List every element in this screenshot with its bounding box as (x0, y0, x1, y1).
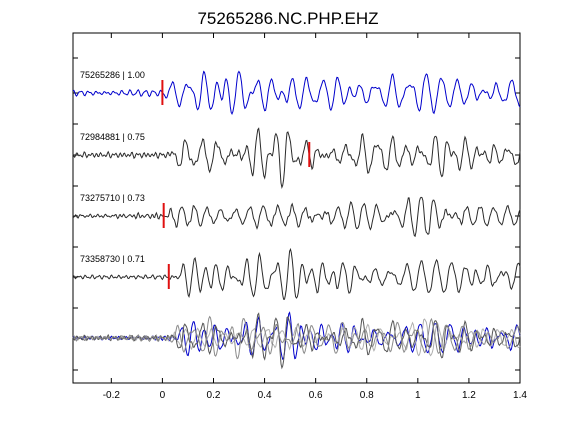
x-axis: -0.2 0 0.2 0.4 0.6 0.8 1 1.2 1.4 (103, 33, 527, 401)
trace-label: 72984881 | 0.75 (80, 132, 145, 142)
x-tick-label: 0.2 (207, 390, 221, 401)
x-tick-label: -0.2 (103, 390, 121, 401)
trace-line (72, 127, 521, 189)
waveform-traces (72, 70, 521, 300)
x-tick-label: 1 (415, 390, 421, 401)
trace-line (72, 247, 521, 300)
x-tick-label: 0.6 (309, 390, 323, 401)
chart-title: 75265286.NC.PHP.EHZ (197, 9, 378, 28)
y-tick-marks (73, 57, 520, 371)
trace-line (72, 70, 521, 116)
x-tick-label: 1.4 (513, 390, 527, 401)
stack-trace-line (72, 315, 521, 360)
x-tick-label: 0.4 (258, 390, 272, 401)
trace-label: 73358730 | 0.71 (80, 254, 145, 264)
x-tick-label: 0.8 (360, 390, 374, 401)
x-tick-label: 1.2 (462, 390, 476, 401)
x-tick-label: 0 (160, 390, 166, 401)
pick-markers (161, 80, 311, 289)
trace-label: 73275710 | 0.73 (80, 193, 145, 203)
plot-frame (72, 32, 521, 384)
trace-line (72, 196, 521, 238)
trace-labels: 75265286 | 1.00 72984881 | 0.75 73275710 |… (80, 70, 145, 264)
stack-trace-line (72, 312, 521, 370)
stacked-traces (72, 311, 521, 370)
trace-label: 75265286 | 1.00 (80, 70, 145, 80)
